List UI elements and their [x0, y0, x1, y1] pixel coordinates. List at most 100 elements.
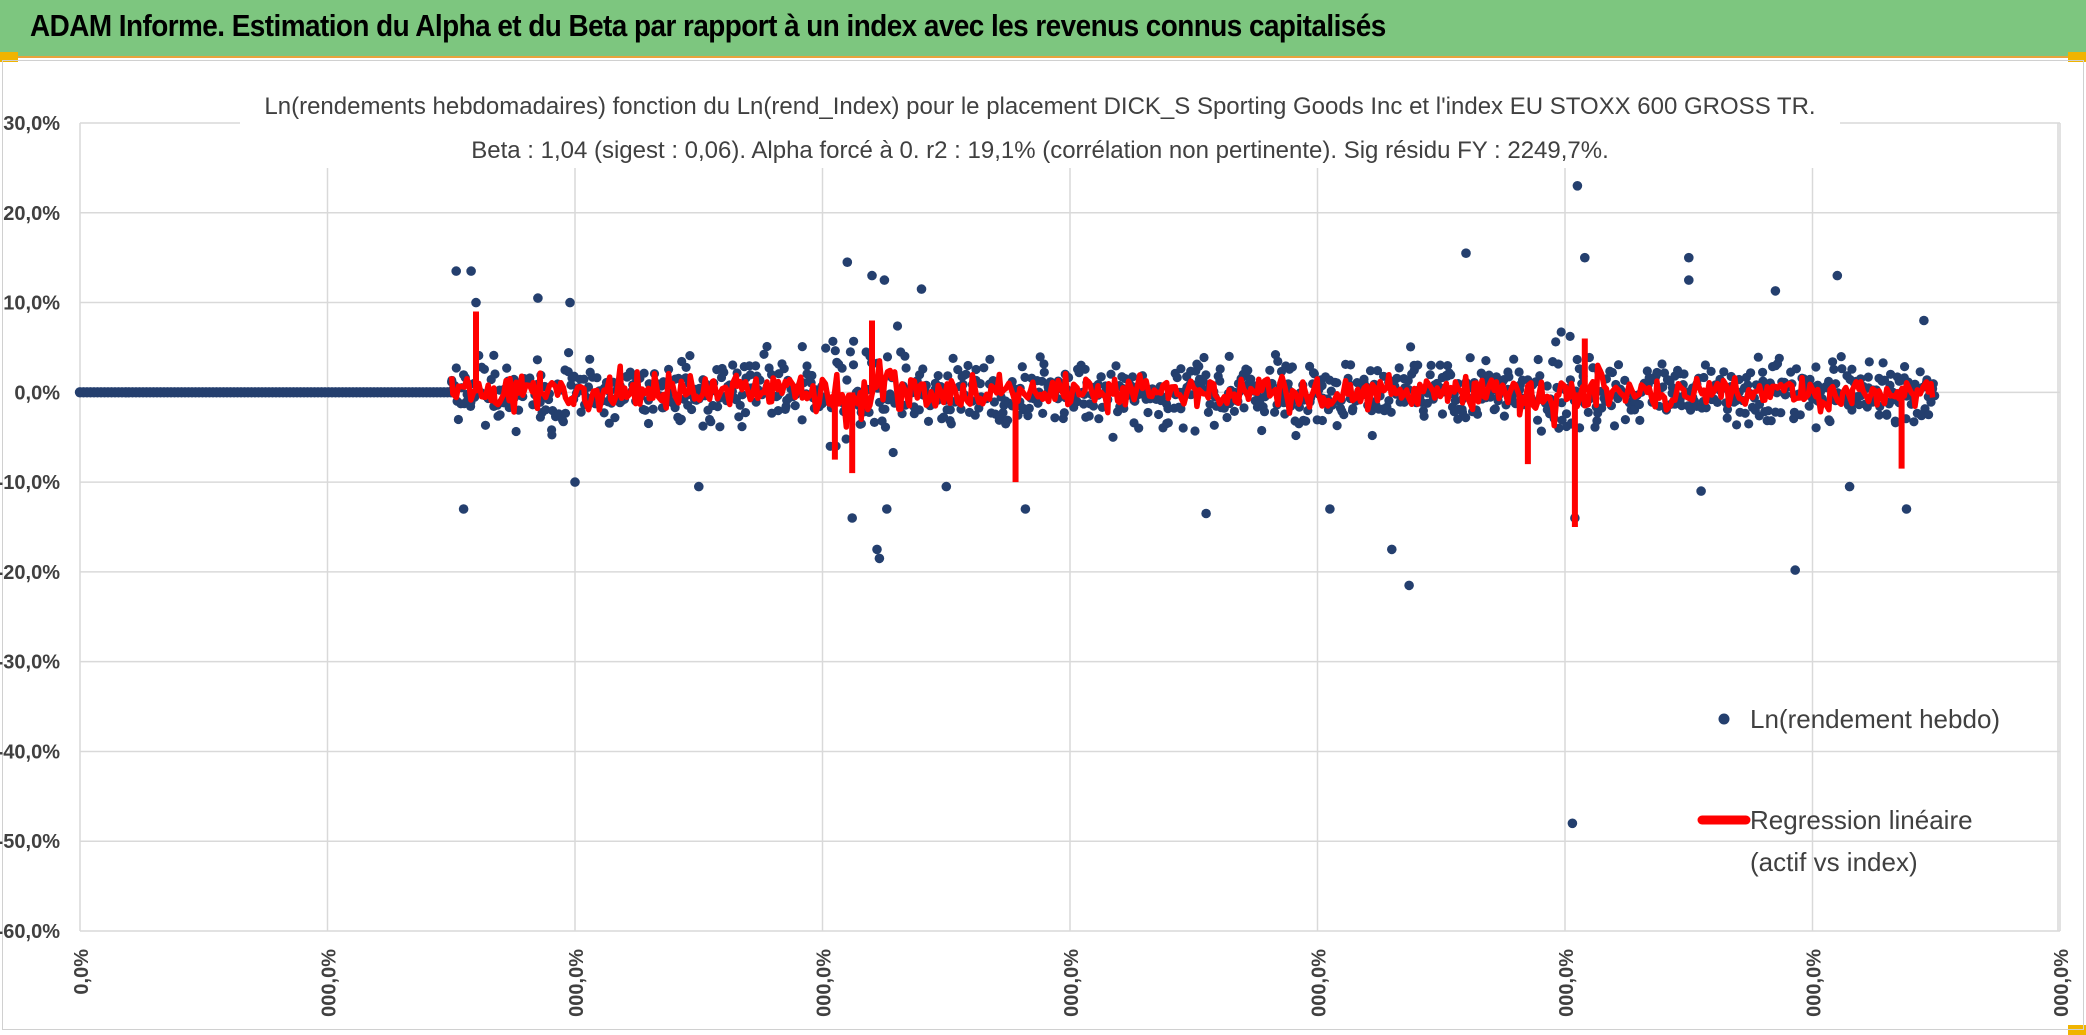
data-point — [1535, 371, 1545, 381]
data-point — [1084, 411, 1094, 421]
data-point — [998, 408, 1008, 418]
data-point — [1050, 413, 1060, 423]
outlier-point — [1832, 270, 1843, 281]
data-point — [1746, 368, 1756, 378]
report-title: ADAM Informe. Estimation du Alpha et du … — [30, 8, 1386, 43]
data-point — [1259, 407, 1270, 417]
data-point — [1712, 397, 1722, 407]
data-point — [797, 342, 807, 352]
data-point — [961, 369, 971, 379]
outlier-point — [1684, 275, 1694, 285]
outlier-point — [1919, 315, 1929, 326]
corner-marker — [2068, 1025, 2086, 1035]
data-point — [1301, 416, 1311, 426]
data-point — [737, 390, 748, 400]
outlier-point — [1580, 252, 1590, 263]
data-point — [1143, 407, 1153, 418]
data-point — [676, 414, 686, 424]
data-point — [1419, 411, 1429, 421]
data-point — [687, 404, 697, 415]
data-point — [1719, 367, 1729, 377]
data-point — [706, 417, 716, 427]
legend-label-regression-1: Regression linéaire — [1750, 805, 1973, 835]
outlier-point — [1684, 252, 1694, 263]
data-point — [1766, 416, 1776, 426]
data-point — [842, 375, 852, 385]
data-point — [564, 348, 574, 358]
outlier-point — [565, 297, 575, 308]
data-point — [1215, 376, 1225, 386]
data-point — [1446, 370, 1456, 380]
data-point — [943, 371, 953, 381]
data-point — [560, 408, 571, 418]
data-point — [1108, 432, 1118, 442]
data-point — [576, 407, 586, 417]
data-point — [1514, 367, 1524, 377]
data-point — [698, 421, 708, 431]
data-point — [1317, 415, 1327, 426]
data-point — [1346, 360, 1356, 370]
data-point — [1824, 376, 1834, 386]
data-point — [681, 362, 691, 372]
data-point — [719, 367, 729, 377]
data-point — [1791, 364, 1801, 374]
data-point — [933, 371, 943, 381]
data-point — [480, 420, 491, 430]
outlier-point — [1572, 181, 1583, 191]
data-point — [1243, 365, 1253, 375]
data-point — [869, 417, 880, 427]
outlier-point — [451, 266, 462, 276]
outlier-point — [1201, 508, 1211, 519]
data-point — [1035, 352, 1045, 362]
data-point — [1172, 373, 1182, 383]
data-point — [713, 402, 723, 412]
data-point — [1426, 360, 1436, 370]
data-point — [1699, 372, 1709, 383]
data-point — [1900, 362, 1910, 372]
data-point — [453, 414, 463, 425]
data-point — [541, 405, 551, 415]
data-point — [1732, 420, 1742, 430]
outlier-point — [1020, 504, 1031, 514]
data-point — [773, 406, 783, 416]
data-point — [1080, 364, 1090, 374]
outlier-point — [466, 266, 476, 276]
chart-frame — [2, 60, 2084, 1030]
data-point — [1491, 372, 1501, 382]
regression-line — [448, 358, 1936, 430]
data-point — [592, 373, 602, 383]
data-point — [1037, 376, 1047, 386]
data-point — [797, 415, 807, 425]
data-point — [901, 363, 911, 373]
data-point — [1394, 363, 1404, 373]
data-point — [1811, 362, 1821, 372]
outlier-point — [867, 270, 877, 281]
data-point — [1367, 430, 1377, 441]
data-point — [1020, 372, 1030, 382]
outlier-point — [1387, 544, 1397, 555]
x-tick-label: 000,0% — [2051, 949, 2073, 1017]
data-point — [1134, 423, 1144, 433]
data-point — [1392, 373, 1402, 383]
data-point — [1634, 399, 1644, 410]
data-point — [1890, 418, 1901, 428]
y-tick-label: -50,0% — [0, 831, 60, 853]
data-point — [1774, 353, 1784, 363]
data-point — [1776, 408, 1786, 418]
x-tick-label: 000,0% — [1804, 949, 1826, 1017]
data-point — [490, 369, 500, 379]
data-point — [1706, 366, 1716, 376]
data-point — [1542, 381, 1552, 391]
data-point — [1096, 372, 1106, 382]
data-point — [1088, 401, 1099, 411]
data-point — [1106, 369, 1116, 379]
outlier-point — [533, 293, 543, 303]
data-point — [1332, 421, 1342, 431]
data-point — [1916, 411, 1927, 421]
data-point — [1287, 362, 1297, 372]
data-point — [1722, 413, 1732, 423]
y-tick-label: 30,0% — [3, 113, 60, 135]
data-point — [1490, 404, 1500, 414]
data-point — [1829, 364, 1839, 374]
data-point — [1111, 361, 1121, 371]
